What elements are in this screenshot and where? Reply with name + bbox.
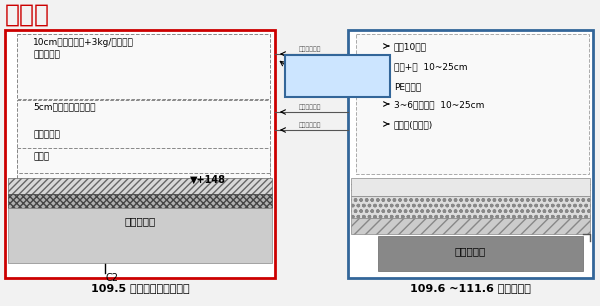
Text: 10cm厚紅磚粉劑+3kg/㎡陶瓷土: 10cm厚紅磚粉劑+3kg/㎡陶瓷土 xyxy=(33,38,134,47)
Bar xyxy=(17,148,270,173)
Text: 新增：PE滲濾網: 新增：PE滲濾網 xyxy=(289,77,338,87)
Bar xyxy=(351,218,590,234)
Bar xyxy=(17,100,270,185)
Bar xyxy=(8,208,272,263)
Bar xyxy=(348,30,593,278)
Bar xyxy=(351,196,590,218)
Text: C2: C2 xyxy=(105,273,118,283)
Text: 防水層(含壓實): 防水層(含壓實) xyxy=(394,120,433,129)
Text: 3~6分清碎石  10~25cm: 3~6分清碎石 10~25cm xyxy=(394,100,484,109)
Bar xyxy=(17,34,270,99)
Bar xyxy=(8,194,272,208)
Text: 紅土10公分: 紅土10公分 xyxy=(394,42,427,51)
Text: 防水層: 防水層 xyxy=(33,152,49,161)
Text: 構造關係對應: 構造關係對應 xyxy=(299,47,321,52)
Bar xyxy=(351,178,590,196)
Bar xyxy=(8,178,272,194)
Text: 地下室頂板: 地下室頂板 xyxy=(124,216,155,226)
Bar xyxy=(5,30,275,278)
Text: 紅土區: 紅土區 xyxy=(5,3,50,27)
Text: 5cm清碎石回填及壓實: 5cm清碎石回填及壓實 xyxy=(33,102,95,111)
Text: 地下室頂板: 地下室頂板 xyxy=(454,246,485,256)
Text: 回填級配土: 回填級配土 xyxy=(33,130,60,139)
Text: 構造關係對應: 構造關係對應 xyxy=(299,122,321,128)
Text: 109.5 核定細部設計書圖。: 109.5 核定細部設計書圖。 xyxy=(91,283,190,293)
Text: PE滲濾網: PE滲濾網 xyxy=(394,82,421,91)
Text: 構造關係對應: 構造關係對應 xyxy=(299,104,321,110)
Bar xyxy=(378,236,583,271)
Text: 新增：清砂 + 土: 新增：清砂 + 土 xyxy=(289,60,339,70)
Bar xyxy=(356,34,589,174)
Text: 回填及壓實: 回填及壓實 xyxy=(33,50,60,59)
Text: ▼+148: ▼+148 xyxy=(190,175,226,185)
Bar xyxy=(285,55,390,97)
Text: 109.6 ~111.6 現場施工圖: 109.6 ~111.6 現場施工圖 xyxy=(410,283,530,293)
Text: 清砂+土  10~25cm: 清砂+土 10~25cm xyxy=(394,62,467,71)
